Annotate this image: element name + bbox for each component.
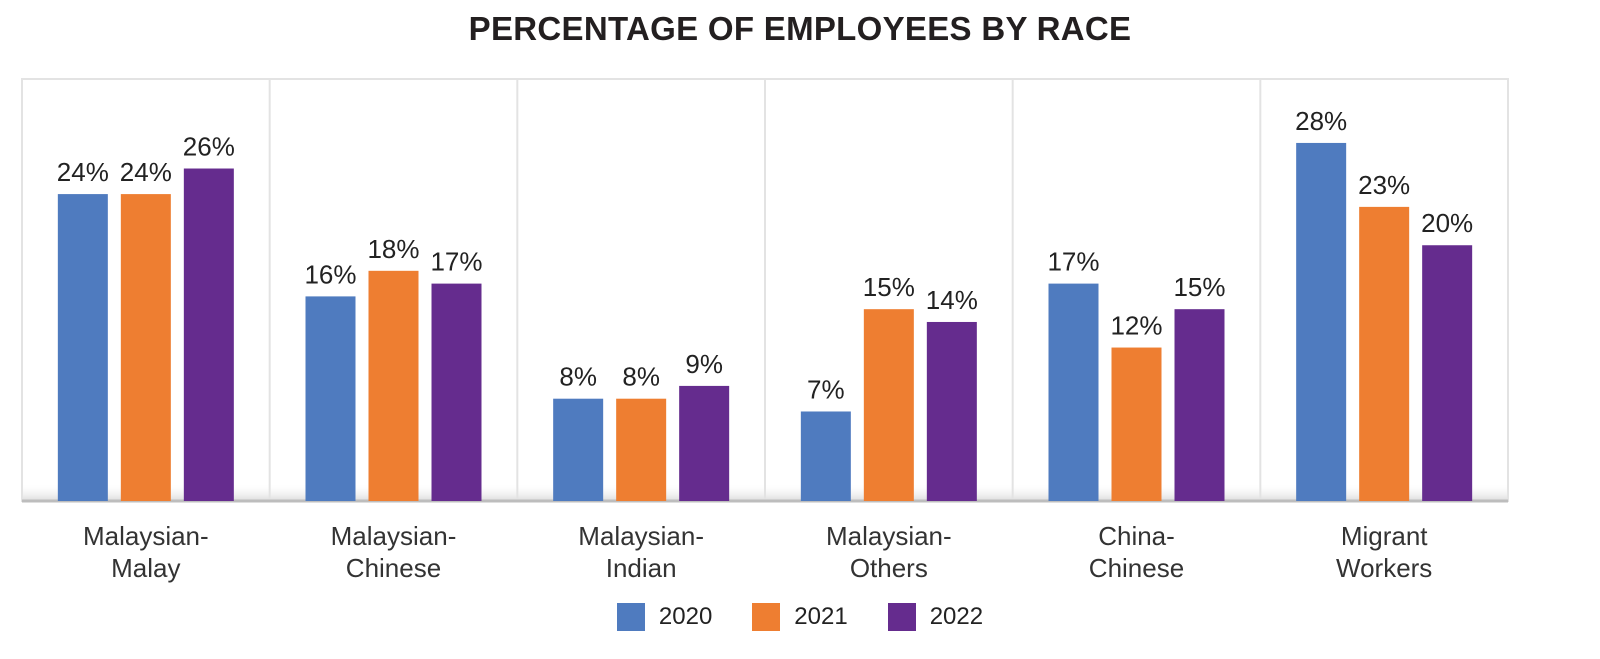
data-label: 16% bbox=[304, 259, 356, 289]
data-label: 24% bbox=[57, 157, 109, 187]
data-label: 17% bbox=[1047, 247, 1099, 277]
data-label: 15% bbox=[1173, 272, 1225, 302]
data-label: 28% bbox=[1295, 106, 1347, 136]
legend-swatch bbox=[752, 603, 781, 631]
bar-2022 bbox=[1422, 245, 1473, 501]
bar-2020 bbox=[57, 194, 108, 501]
category-label: Malaysian-Others bbox=[826, 521, 952, 583]
bar-2020 bbox=[553, 398, 604, 501]
data-label: 17% bbox=[430, 247, 482, 277]
category-label: Malaysian-Malay bbox=[83, 521, 209, 583]
bar-2022 bbox=[926, 321, 977, 501]
legend: 2020 2021 2022 bbox=[0, 603, 1600, 631]
category-label: Malaysian-Chinese bbox=[331, 521, 457, 583]
legend-swatch bbox=[616, 603, 645, 631]
data-label: 26% bbox=[183, 132, 235, 162]
category-label: Malaysian-Indian bbox=[578, 521, 704, 583]
bar-2021 bbox=[120, 194, 171, 501]
data-label: 14% bbox=[926, 285, 978, 315]
chart-title: PERCENTAGE OF EMPLOYEES BY RACE bbox=[468, 10, 1132, 47]
data-label: 12% bbox=[1110, 311, 1162, 341]
category-labels-group: Malaysian-Malay Malaysian-Chinese Malaysia… bbox=[83, 521, 1432, 583]
plot-area-frame bbox=[21, 78, 1509, 503]
legend-item-2022: 2022 bbox=[887, 603, 984, 631]
legend-item-2021: 2021 bbox=[752, 603, 848, 631]
data-label: 15% bbox=[863, 272, 915, 302]
data-labels-group: 24% 24% 26% 16% 18% 17% 8% 8% 9% 7% 15% 14% 17% 12% 15… bbox=[57, 106, 1473, 405]
data-label: 20% bbox=[1421, 208, 1473, 238]
bar-2020 bbox=[1296, 142, 1347, 501]
legend-label: 2020 bbox=[658, 603, 713, 630]
data-label: 9% bbox=[685, 349, 723, 379]
data-label: 8% bbox=[622, 362, 660, 392]
bar-2021 bbox=[1359, 206, 1410, 501]
category-label: China-Chinese bbox=[1089, 521, 1184, 583]
legend-label: 2022 bbox=[929, 603, 984, 630]
data-label: 23% bbox=[1358, 170, 1410, 200]
bars-group bbox=[57, 142, 1473, 502]
bar-2020 bbox=[305, 296, 356, 501]
bar-2020 bbox=[1048, 283, 1099, 501]
data-label: 18% bbox=[367, 234, 419, 264]
legend-label: 2021 bbox=[794, 603, 848, 630]
bar-2020 bbox=[800, 411, 851, 501]
bar-2021 bbox=[616, 398, 667, 501]
bar-2022 bbox=[431, 283, 482, 501]
bar-2022 bbox=[1174, 309, 1225, 501]
legend-item-2020: 2020 bbox=[616, 603, 713, 631]
bar-2021 bbox=[863, 309, 914, 501]
data-label: 7% bbox=[807, 374, 845, 404]
data-label: 8% bbox=[559, 362, 597, 392]
bar-2022 bbox=[679, 385, 730, 501]
legend-swatch bbox=[887, 603, 916, 631]
bar-2021 bbox=[368, 270, 419, 501]
bar-2022 bbox=[183, 168, 234, 502]
chart-plot: 24% 24% 26% 16% 18% 17% 8% 8% 9% 7% 15% 14% 17% 12% 15… bbox=[21, 78, 1509, 583]
category-label: Migrant Workers bbox=[1336, 521, 1432, 583]
data-label: 24% bbox=[120, 157, 172, 187]
bar-2021 bbox=[1111, 347, 1162, 501]
